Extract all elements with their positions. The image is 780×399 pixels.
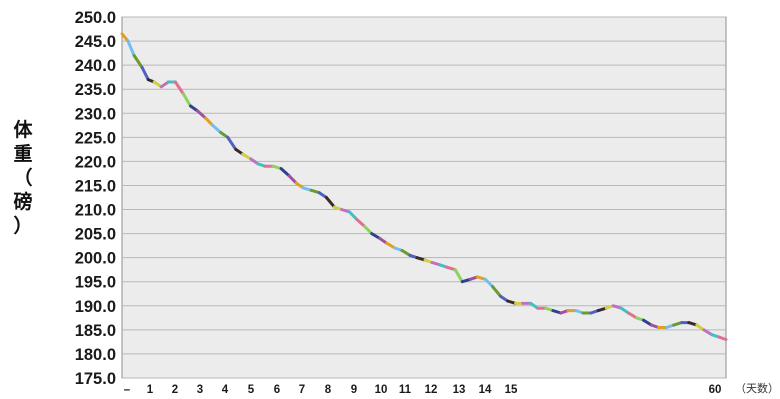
y-tick-label: 215.0 xyxy=(75,177,116,195)
x-tick-label: 4 xyxy=(222,384,229,396)
x-tick-label: 2 xyxy=(172,384,178,396)
x-tick-label: 15 xyxy=(505,384,518,396)
y-tick-label: 180.0 xyxy=(75,346,116,364)
x-tick-label: 14 xyxy=(479,384,492,396)
x-axis-ticks: –1 2 3 4 5 6 7 8 9 10 11 12 13 14 15 60 xyxy=(124,384,722,396)
x-tick-label: – xyxy=(124,384,131,396)
y-tick-label: 230.0 xyxy=(75,105,116,123)
y-axis-label: 体 重 （ 磅 ） xyxy=(6,118,40,238)
x-tick-label: 12 xyxy=(425,384,438,396)
y-tick-label: 240.0 xyxy=(75,57,116,75)
y-tick-label: 220.0 xyxy=(75,153,116,171)
y-tick-label: 210.0 xyxy=(75,202,116,220)
y-axis-label-char: （ xyxy=(6,166,40,190)
x-tick-label: 7 xyxy=(299,384,305,396)
x-tick-label: 9 xyxy=(351,384,357,396)
y-tick-label: 185.0 xyxy=(75,322,116,340)
y-axis-label-char: 磅 xyxy=(6,190,40,214)
x-tick-label: 3 xyxy=(197,384,203,396)
x-tick-label: 8 xyxy=(325,384,332,396)
x-tick-label: 6 xyxy=(274,384,280,396)
y-axis-label-char: 体 xyxy=(6,118,40,142)
y-axis-ticks: 250.0 245.0 240.0 235.0 230.0 225.0 220.0 215.0… xyxy=(75,9,116,388)
y-tick-label: 195.0 xyxy=(75,274,116,292)
y-tick-label: 250.0 xyxy=(75,9,116,27)
y-tick-label: 190.0 xyxy=(75,298,116,316)
x-tick-label: 60 xyxy=(709,384,722,396)
x-tick-label: 10 xyxy=(375,384,388,396)
x-tick-label: 11 xyxy=(399,384,412,396)
y-axis-label-char: 重 xyxy=(6,142,40,166)
y-tick-label: 245.0 xyxy=(75,33,116,51)
plot-area xyxy=(122,17,726,378)
y-axis-label-char: ） xyxy=(6,214,40,238)
x-tick-label: 5 xyxy=(248,384,255,396)
x-tick-label: 13 xyxy=(453,384,466,396)
y-tick-label: 175.0 xyxy=(75,370,116,388)
x-axis-label: （天数） xyxy=(735,382,779,395)
x-tick-label: 1 xyxy=(147,384,154,396)
y-tick-label: 235.0 xyxy=(75,81,116,99)
y-tick-label: 200.0 xyxy=(75,250,116,268)
y-tick-label: 205.0 xyxy=(75,226,116,244)
y-tick-label: 225.0 xyxy=(75,129,116,147)
